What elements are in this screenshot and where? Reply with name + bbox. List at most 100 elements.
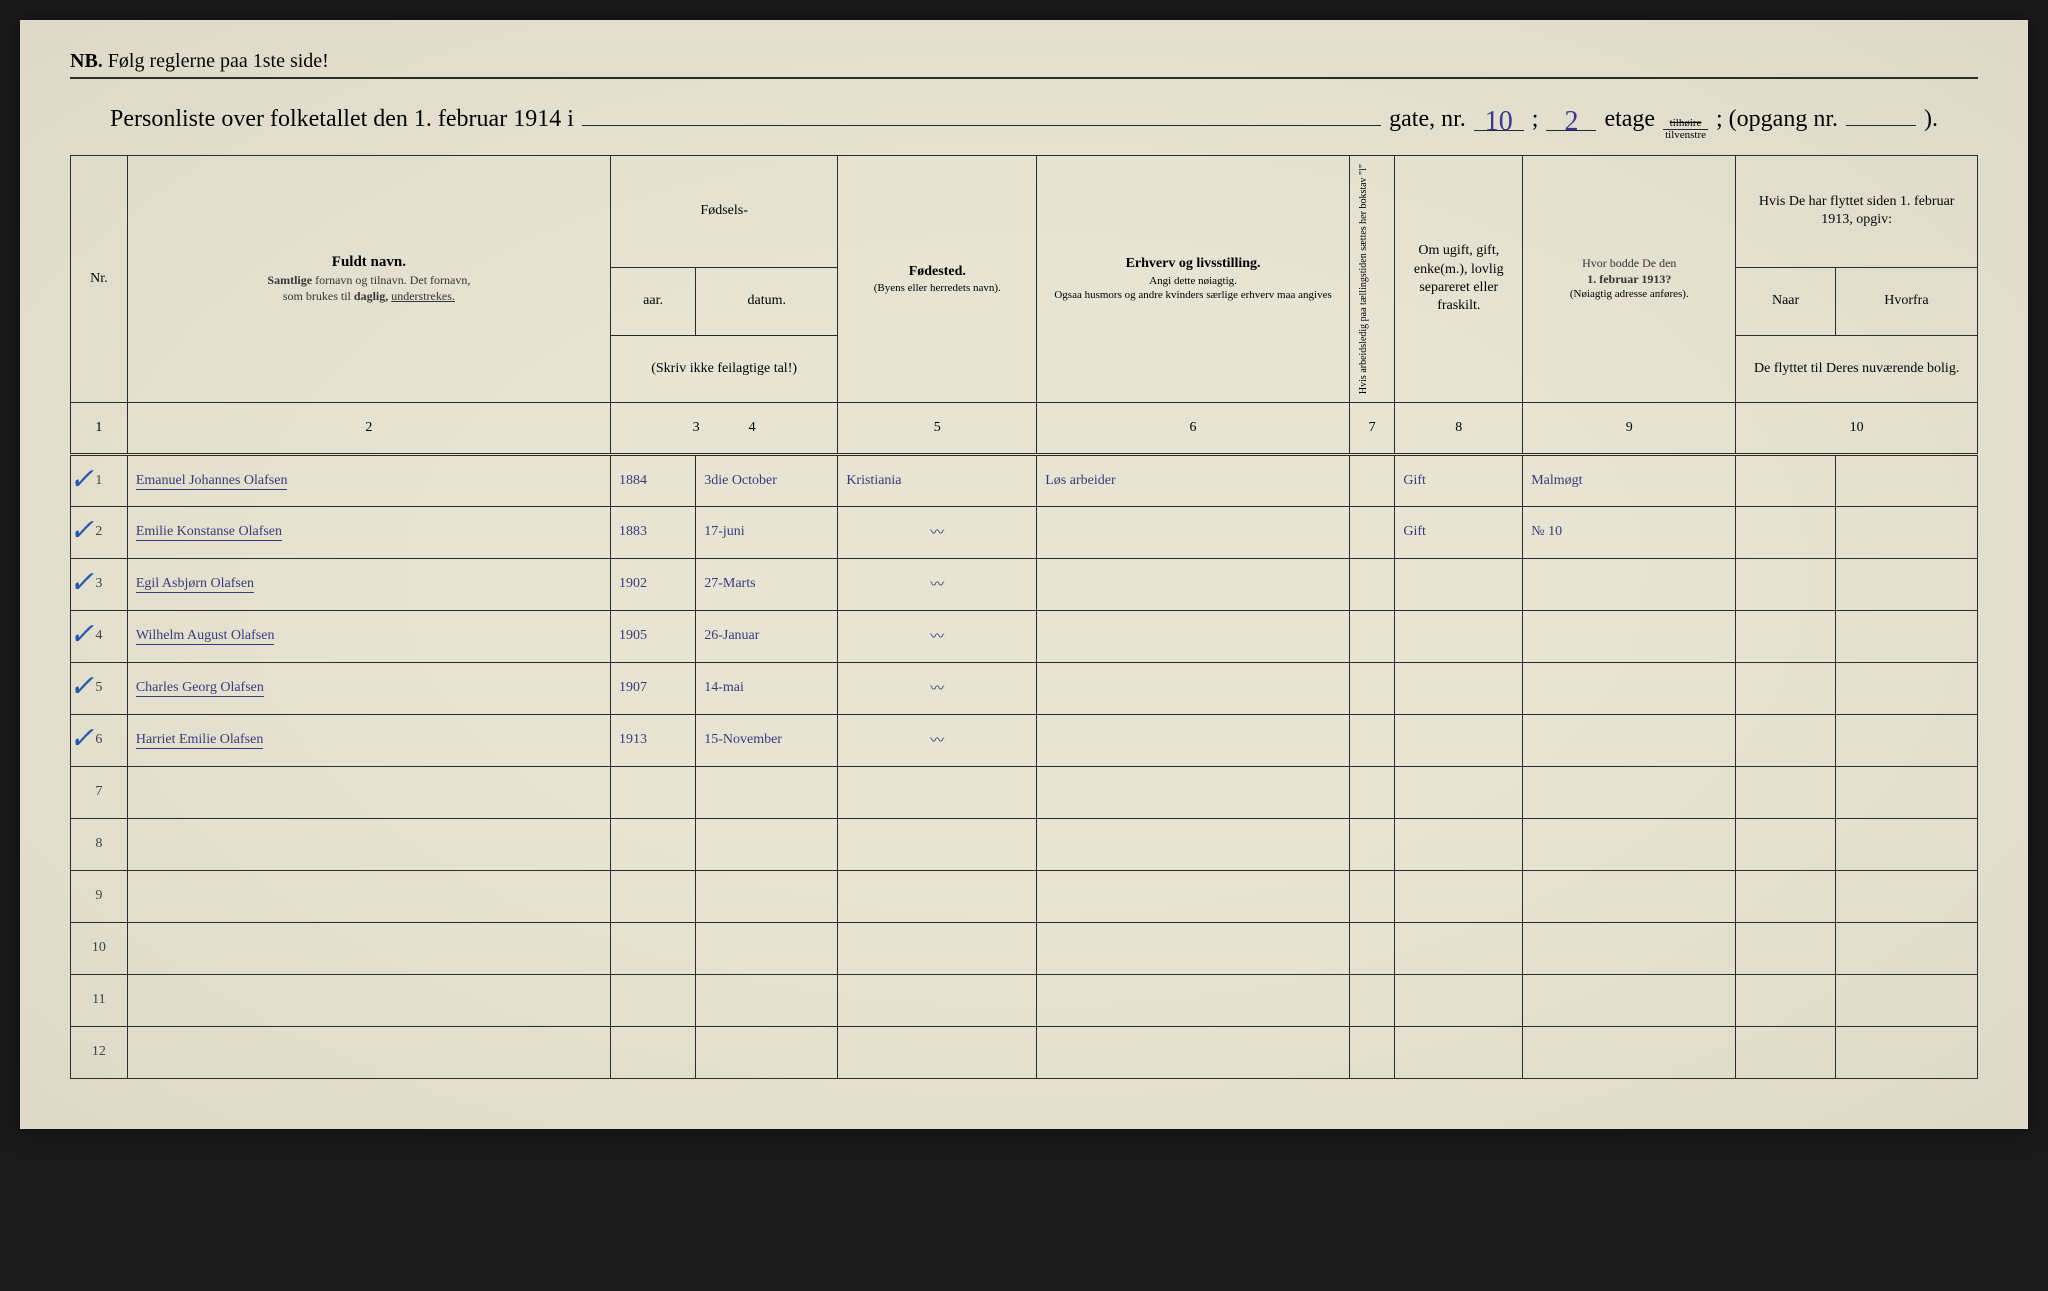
etage-label: etage [1604, 106, 1655, 133]
marital-cell: Gift [1395, 454, 1523, 506]
hdr-moved-sub: De flyttet til Deres nuværende bolig. [1736, 335, 1978, 402]
c7-cell [1349, 922, 1394, 974]
etage-nr-blank: 2 [1546, 102, 1596, 131]
opgang-blank [1846, 97, 1916, 126]
c7-cell [1349, 506, 1394, 558]
c7-cell [1349, 870, 1394, 922]
occupation-cell [1037, 506, 1350, 558]
date-cell: 26-Januar [696, 610, 838, 662]
wherefrom-cell [1835, 922, 1977, 974]
year-cell: 1905 [610, 610, 695, 662]
year-cell: 1884 [610, 454, 695, 506]
table-row: 7 [71, 766, 1978, 818]
date-cell [696, 974, 838, 1026]
c7-cell [1349, 558, 1394, 610]
occupation-cell [1037, 922, 1350, 974]
name-cell: Wilhelm August Olafsen [127, 610, 610, 662]
check-mark: ✓ [69, 617, 94, 652]
occupation-cell [1037, 558, 1350, 610]
census-table: 1 2 3 4 5 6 7 8 9 10 Nr. Fuldt navn. Sam… [70, 155, 1978, 1079]
occupation-cell [1037, 1026, 1350, 1078]
wherefrom-cell [1835, 974, 1977, 1026]
prev-addr-cell [1523, 974, 1736, 1026]
name-cell: Harriet Emilie Olafsen [127, 714, 610, 766]
hdr-date: datum. [696, 268, 838, 335]
name-cell [127, 870, 610, 922]
when-cell [1736, 714, 1835, 766]
name-cell: Emilie Konstanse Olafsen [127, 506, 610, 558]
table-row: 9 [71, 870, 1978, 922]
when-cell [1736, 870, 1835, 922]
date-cell: 17-juni [696, 506, 838, 558]
hdr-prev-addr: Hvor bodde De den1. februar 1913? (Nøiag… [1523, 155, 1736, 402]
when-cell [1736, 610, 1835, 662]
wherefrom-cell [1835, 870, 1977, 922]
c7-cell [1349, 662, 1394, 714]
wherefrom-cell [1835, 662, 1977, 714]
hdr-name: Fuldt navn. Samtlige fornavn og tilnavn.… [127, 155, 610, 402]
hdr-unemployed: Hvis arbeidsledig paa tællingstiden sætt… [1349, 155, 1394, 402]
birthplace-cell [838, 922, 1037, 974]
date-cell [696, 870, 838, 922]
occupation-cell: Løs arbeider [1037, 454, 1350, 506]
hdr-marital: Om ugift, gift, enke(m.), lovlig separer… [1395, 155, 1523, 402]
birthplace-cell: Kristiania [838, 454, 1037, 506]
name-cell [127, 922, 610, 974]
row-nr: ✓1 [71, 454, 128, 506]
gate-nr-value: 10 [1485, 106, 1513, 137]
check-mark: ✓ [69, 462, 94, 497]
prev-addr-cell [1523, 766, 1736, 818]
row-nr: ✓6 [71, 714, 128, 766]
date-cell: 14-mai [696, 662, 838, 714]
c7-cell [1349, 1026, 1394, 1078]
c7-cell [1349, 766, 1394, 818]
table-row: ✓3Egil Asbjørn Olafsen190227-Marts〰 [71, 558, 1978, 610]
year-cell [610, 818, 695, 870]
when-cell [1736, 818, 1835, 870]
marital-cell: Gift [1395, 506, 1523, 558]
etage-nr-value: 2 [1564, 106, 1578, 137]
prev-addr-cell: Malmøgt [1523, 454, 1736, 506]
marital-cell [1395, 818, 1523, 870]
marital-cell [1395, 1026, 1523, 1078]
wherefrom-cell [1835, 454, 1977, 506]
table-body: ✓1Emanuel Johannes Olafsen18843die Octob… [71, 454, 1978, 1078]
prev-addr-cell: № 10 [1523, 506, 1736, 558]
name-cell [127, 1026, 610, 1078]
birthplace-cell [838, 1026, 1037, 1078]
census-document: NB. Følg reglerne paa 1ste side! Personl… [20, 20, 2028, 1129]
when-cell [1736, 662, 1835, 714]
year-cell: 1907 [610, 662, 695, 714]
when-cell [1736, 1026, 1835, 1078]
semi: ; [1532, 106, 1539, 133]
marital-cell [1395, 610, 1523, 662]
hdr-birthplace: Fødested. (Byens eller herredets navn). [838, 155, 1037, 402]
occupation-cell [1037, 974, 1350, 1026]
birthplace-cell [838, 870, 1037, 922]
hdr-birth: Fødsels- [610, 155, 837, 267]
date-cell [696, 1026, 838, 1078]
table-row: 8 [71, 818, 1978, 870]
street-blank [582, 97, 1381, 126]
birthplace-cell [838, 818, 1037, 870]
when-cell [1736, 558, 1835, 610]
birthplace-cell: 〰 [838, 506, 1037, 558]
row-nr: 7 [71, 766, 128, 818]
marital-cell [1395, 870, 1523, 922]
year-cell [610, 870, 695, 922]
prev-addr-cell [1523, 662, 1736, 714]
year-cell [610, 1026, 695, 1078]
title-prefix: Personliste over folketallet den 1. febr… [110, 106, 574, 133]
birthplace-cell: 〰 [838, 558, 1037, 610]
hdr-nr: Nr. [71, 155, 128, 402]
hdr-moved: Hvis De har flyttet siden 1. februar 191… [1736, 155, 1978, 267]
title-line: Personliste over folketallet den 1. febr… [70, 93, 1978, 151]
occupation-cell [1037, 870, 1350, 922]
row-nr: 10 [71, 922, 128, 974]
table-header: Nr. Fuldt navn. Samtlige fornavn og tiln… [71, 155, 1978, 402]
date-cell [696, 818, 838, 870]
prev-addr-cell [1523, 1026, 1736, 1078]
check-mark: ✓ [69, 565, 94, 600]
name-cell: Egil Asbjørn Olafsen [127, 558, 610, 610]
when-cell [1736, 454, 1835, 506]
